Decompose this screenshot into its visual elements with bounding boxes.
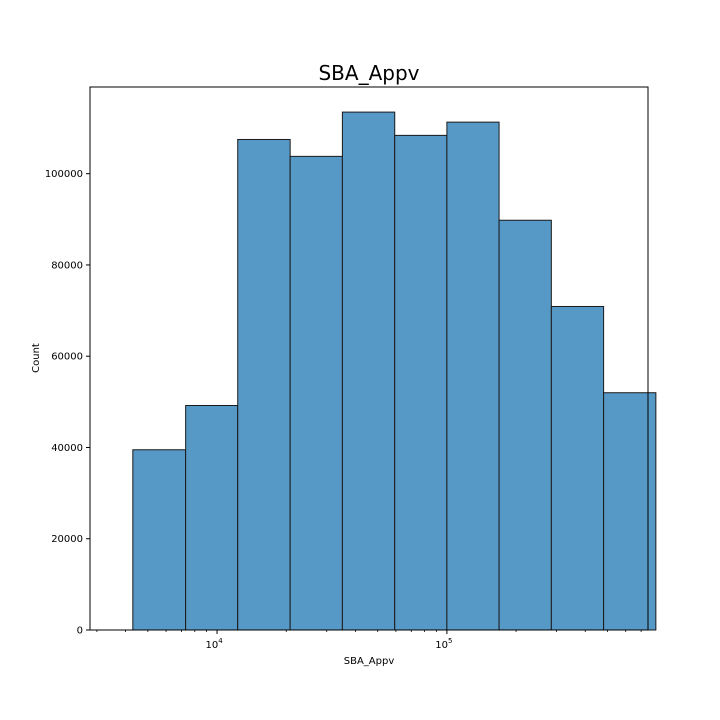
bars-group xyxy=(132,111,657,631)
y-axis-label: Count xyxy=(31,343,42,373)
histogram-bar xyxy=(185,404,239,631)
x-axis: 104 105 xyxy=(96,630,642,651)
histogram-bar xyxy=(498,219,552,631)
x-axis-label: SBA_Appv xyxy=(344,656,395,667)
histogram-bar xyxy=(446,121,500,631)
histogram-bar xyxy=(132,449,187,631)
plot-frame xyxy=(89,86,649,631)
histogram-bar xyxy=(341,111,396,631)
y-tick-label: 80000 xyxy=(51,260,83,271)
y-axis: 0 20000 40000 60000 80000 100000 xyxy=(45,169,90,637)
histogram-bar xyxy=(603,392,657,631)
y-tick-label: 60000 xyxy=(51,352,83,363)
histogram-bar xyxy=(237,138,291,631)
y-tick-label: 40000 xyxy=(51,443,83,454)
x-tick-label: 104 xyxy=(205,637,223,651)
y-tick-label: 0 xyxy=(77,626,83,637)
histogram-bar xyxy=(394,134,448,631)
y-tick-label: 100000 xyxy=(45,169,83,180)
histogram-bar xyxy=(289,155,343,631)
y-tick-label: 20000 xyxy=(51,534,83,545)
chart-title: SBA_Appv xyxy=(318,61,419,85)
histogram-bar xyxy=(550,305,605,631)
x-tick-label: 105 xyxy=(435,637,452,651)
